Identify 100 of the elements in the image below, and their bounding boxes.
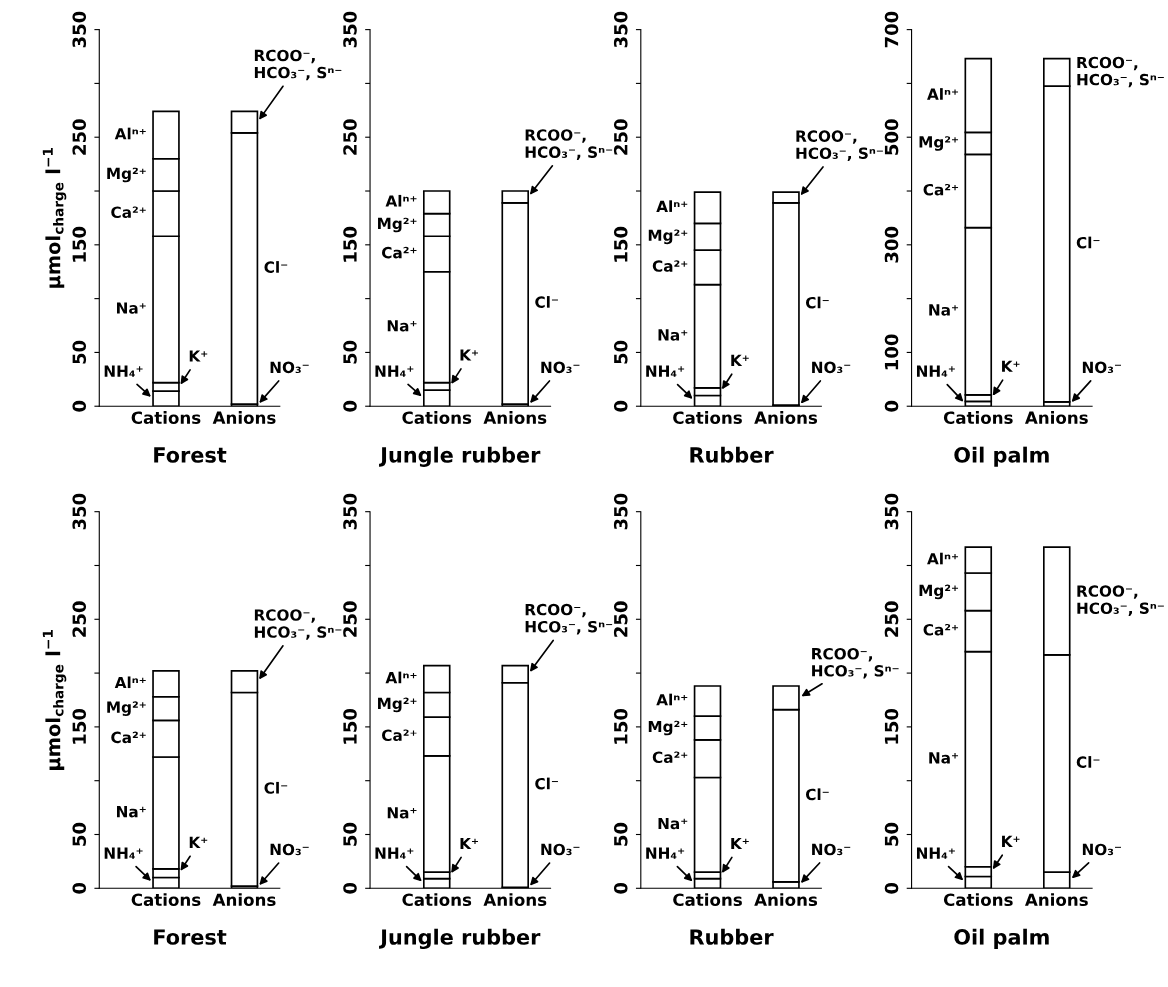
y-tick-label: 350 — [72, 11, 87, 48]
series-label: K⁺ — [189, 350, 208, 362]
x-tick-label: Cations — [402, 411, 472, 424]
series-label: Ca²⁺ — [111, 206, 146, 219]
y-tick-label: 150 — [343, 226, 357, 262]
series-label: Mg²⁺ — [107, 167, 146, 183]
y-tick-label: 350 — [884, 493, 899, 530]
y-tick-label: 50 — [613, 822, 628, 846]
y-tick-label: 50 — [343, 340, 357, 364]
series-label: Na⁺ — [117, 302, 146, 314]
series-label: Ca²⁺ — [382, 729, 417, 742]
y-tick-label: 150 — [884, 708, 899, 744]
series-label: K⁺ — [1002, 360, 1020, 372]
series-label: NH₄⁺ — [104, 847, 143, 859]
y-tick-label: 250 — [343, 601, 357, 637]
series-label: NH₄⁺ — [916, 365, 955, 377]
y-tick-label: 300 — [884, 226, 899, 263]
legend-label: RCOO⁻, HCO₃⁻, Sⁿ⁻ — [796, 130, 883, 161]
y-tick-label: 0 — [884, 400, 899, 412]
series-label: Na⁺ — [387, 320, 417, 332]
series-label: Mg²⁺ — [378, 217, 417, 233]
x-tick-label: Anions — [1024, 411, 1088, 424]
x-tick-label: Anions — [483, 893, 547, 907]
series-label: Cl⁻ — [805, 788, 829, 801]
legend-label: RCOO⁻, HCO₃⁻, Sⁿ⁻ — [254, 609, 342, 640]
series-label: Alⁿ⁺ — [385, 671, 417, 684]
series-label: Mg²⁺ — [919, 584, 959, 600]
text: NO₃⁻ — [270, 843, 309, 856]
x-axis-title: Jungle rubber — [379, 928, 541, 950]
series-label: Mg²⁺ — [378, 697, 417, 713]
y-tick-label: 50 — [72, 340, 87, 364]
series-label: Na⁺ — [117, 806, 146, 818]
x-tick-label: Cations — [673, 411, 742, 424]
series-label: K⁺ — [460, 349, 478, 361]
x-axis-title: Forest — [154, 447, 227, 463]
y-tick-label: 50 — [884, 822, 899, 846]
series-label: Na⁺ — [387, 807, 417, 819]
y-tick-label: 0 — [343, 882, 357, 894]
series-label: Cl⁻ — [264, 261, 288, 273]
y-tick-label: 50 — [613, 340, 628, 364]
y-tick-label: 50 — [343, 822, 357, 846]
x-tick-label: Cations — [673, 893, 742, 907]
y-tick-label: 0 — [613, 882, 628, 894]
y-tick-label: 500 — [884, 119, 899, 155]
y-axis-title: μmol$_{charge}$ l$^{−1}$ — [42, 630, 67, 770]
legend-label: RCOO⁻, HCO₃⁻, Sⁿ⁻ — [525, 129, 613, 160]
x-tick-label: Cations — [943, 411, 1013, 424]
series-label: NH₄⁺ — [646, 847, 685, 859]
y-tick-label: 250 — [613, 601, 628, 637]
series-label: Mg²⁺ — [919, 136, 959, 151]
series-label: NH₄⁺ — [104, 365, 143, 377]
y-tick-label: 250 — [613, 119, 628, 155]
y-tick-label: 150 — [613, 226, 628, 262]
series-label: NO₃⁻ — [1082, 843, 1121, 856]
y-tick-label: 0 — [613, 400, 628, 412]
x-tick-label: Anions — [483, 411, 547, 424]
y-tick-label: 350 — [343, 493, 357, 530]
series-label: RCOO⁻, HCO₃⁻, Sⁿ⁻ — [1077, 585, 1164, 616]
series-label: Alⁿ⁺ — [927, 552, 959, 565]
x-tick-label: Cations — [943, 893, 1013, 907]
series-label: Alⁿ⁺ — [656, 200, 688, 212]
series-label: Alⁿ⁺ — [114, 127, 146, 140]
y-tick-label: 350 — [72, 493, 87, 530]
series-label: NH₄⁺ — [375, 847, 414, 859]
y-tick-label: 250 — [343, 119, 357, 155]
x-tick-label: Cations — [402, 893, 472, 907]
y-tick-label: 350 — [343, 11, 357, 48]
legend-label: RCOO⁻, HCO₃⁻, Sⁿ⁻ — [812, 647, 899, 679]
x-tick-label: Anions — [754, 411, 818, 424]
x-tick-label: Anions — [212, 411, 276, 424]
y-tick-label: 350 — [613, 11, 628, 48]
y-tick-label: 250 — [884, 601, 899, 637]
series-label: Ca²⁺ — [382, 246, 417, 259]
series-label: Cl⁻ — [1076, 756, 1100, 768]
series-label: Ca²⁺ — [652, 260, 688, 272]
y-tick-label: 0 — [884, 882, 899, 894]
y-tick-label: 0 — [343, 400, 357, 412]
series-label: Alⁿ⁺ — [927, 88, 959, 100]
y-tick-label: 250 — [72, 601, 87, 637]
y-tick-label: 250 — [72, 119, 87, 155]
y-tick-label: 150 — [613, 708, 628, 744]
series-label: Cl⁻ — [805, 296, 829, 309]
series-label: Na⁺ — [929, 304, 959, 316]
series-label: Mg²⁺ — [107, 701, 146, 716]
y-tick-label: 150 — [72, 708, 87, 744]
legend-label: RCOO⁻, HCO₃⁻, Sⁿ⁻ — [525, 603, 613, 635]
x-axis-title: Jungle rubber — [379, 446, 541, 467]
series-label: K⁺ — [1002, 835, 1020, 847]
y-tick-label: 0 — [72, 400, 87, 412]
y-tick-label: 350 — [613, 493, 628, 530]
x-axis-title: Oil palm — [954, 928, 1049, 949]
series-label: Alⁿ⁺ — [656, 693, 688, 706]
y-tick-label: 700 — [884, 11, 899, 48]
x-tick-label: Cations — [131, 893, 201, 907]
series-label: Cl⁻ — [264, 781, 288, 794]
y-tick-label: 0 — [72, 882, 87, 894]
x-tick-label: Anions — [754, 893, 818, 907]
series-label: Na⁺ — [658, 329, 688, 341]
y-tick-label: 150 — [343, 708, 357, 744]
series-label: Na⁺ — [658, 817, 688, 830]
